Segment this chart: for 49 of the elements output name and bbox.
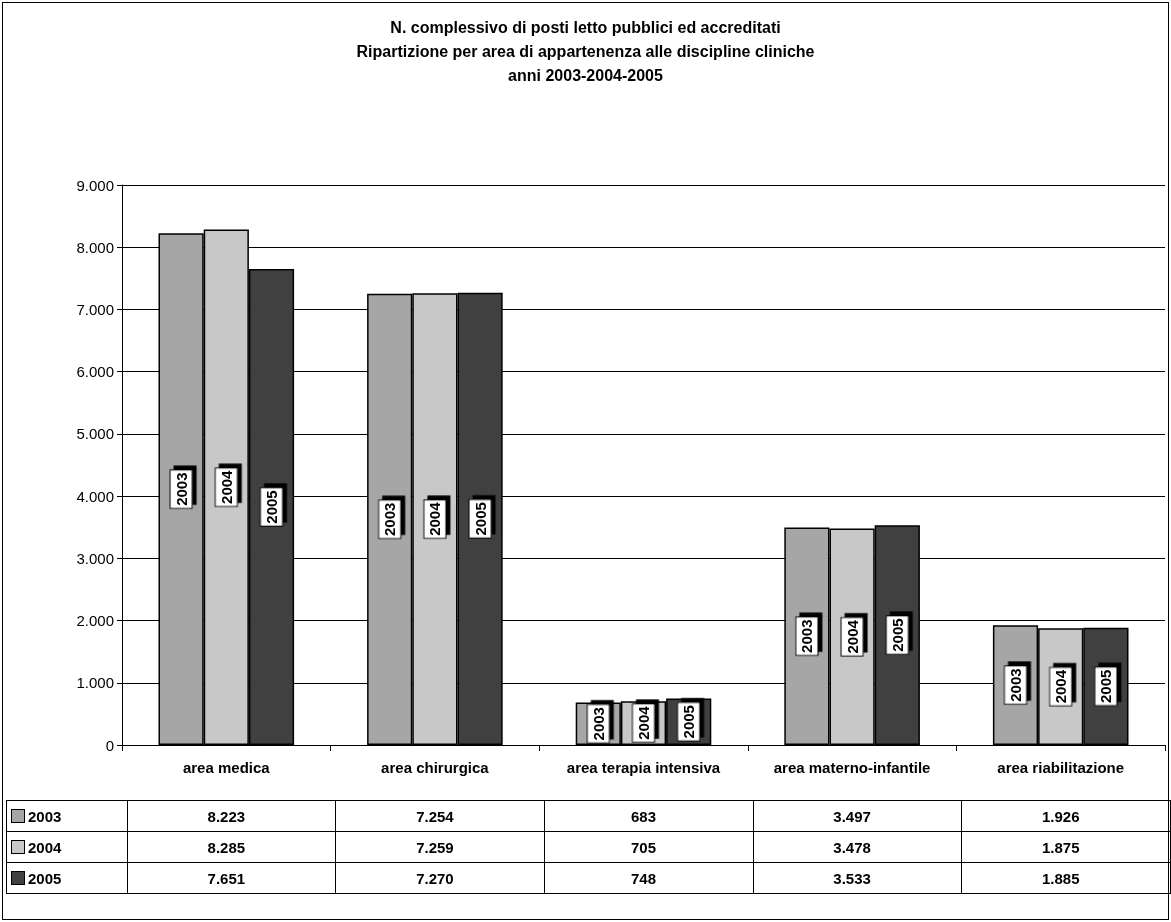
data-label: 3.533 — [833, 869, 871, 887]
data-label: 1.926 — [1041, 807, 1080, 825]
text: 2003 — [172, 472, 190, 506]
chart-title: N. complessivo di posti letto pubblici ed accreditati Ripartizione per area di appartenenza alle discipline cliniche anni 2003-2004-2005 — [356, 18, 815, 84]
data-label: 8.223 — [207, 807, 246, 825]
text: 2005 — [263, 490, 280, 524]
x-tick-label: area medica — [182, 758, 271, 776]
y-tick-label: 0 — [105, 736, 114, 754]
x-tick-label: area materno-infantile — [773, 758, 931, 776]
data-label: 7.270 — [416, 869, 454, 887]
y-tick-label: 3.000 — [76, 549, 114, 567]
text: 2004 — [635, 706, 652, 740]
text: 2005 — [680, 705, 698, 739]
text: 2004 — [217, 470, 235, 504]
legend-label: 2005 — [6, 862, 128, 894]
text: 2004 — [426, 502, 444, 536]
y-tick-label: 8.000 — [76, 238, 114, 256]
data-label: 705 — [630, 838, 657, 856]
text: 2003 — [589, 707, 607, 741]
x-tick-label: area riabilitazione — [997, 758, 1125, 776]
text: 2005 — [888, 618, 906, 652]
y-tick-label: 4.000 — [76, 487, 114, 505]
text: 2005 — [471, 502, 489, 536]
data-label: 748 — [630, 869, 657, 887]
legend-label: 2004 — [6, 831, 128, 863]
text: 2005 — [1097, 669, 1115, 704]
text: 2003 — [1007, 668, 1024, 702]
legend-label: 2003 — [6, 800, 128, 832]
data-label: 1.885 — [1041, 869, 1080, 887]
data-label: 1.875 — [1041, 838, 1080, 856]
data-label: 7.651 — [207, 869, 246, 887]
text: 2004 — [843, 620, 861, 654]
text: 2003 — [798, 619, 816, 653]
y-tick-label: 1.000 — [76, 674, 114, 692]
data-label: 683 — [630, 807, 657, 825]
data-label: 7.259 — [416, 838, 454, 856]
y-tick-label: 5.000 — [76, 425, 114, 443]
data-label: 3.497 — [833, 807, 871, 825]
data-label: 3.478 — [833, 838, 871, 856]
y-tick-label: 6.000 — [76, 363, 114, 381]
data-label: 7.254 — [416, 807, 455, 825]
y-tick-label: 9.000 — [76, 176, 114, 194]
data-label: 8.285 — [207, 838, 246, 856]
x-tick-label: area terapia intensiva — [566, 758, 721, 776]
y-tick-label: 2.000 — [76, 612, 114, 630]
y-tick-label: 7.000 — [76, 300, 114, 318]
text: 2004 — [1052, 669, 1070, 704]
x-tick-label: area chirurgica — [381, 758, 490, 776]
text: 2003 — [381, 502, 399, 537]
